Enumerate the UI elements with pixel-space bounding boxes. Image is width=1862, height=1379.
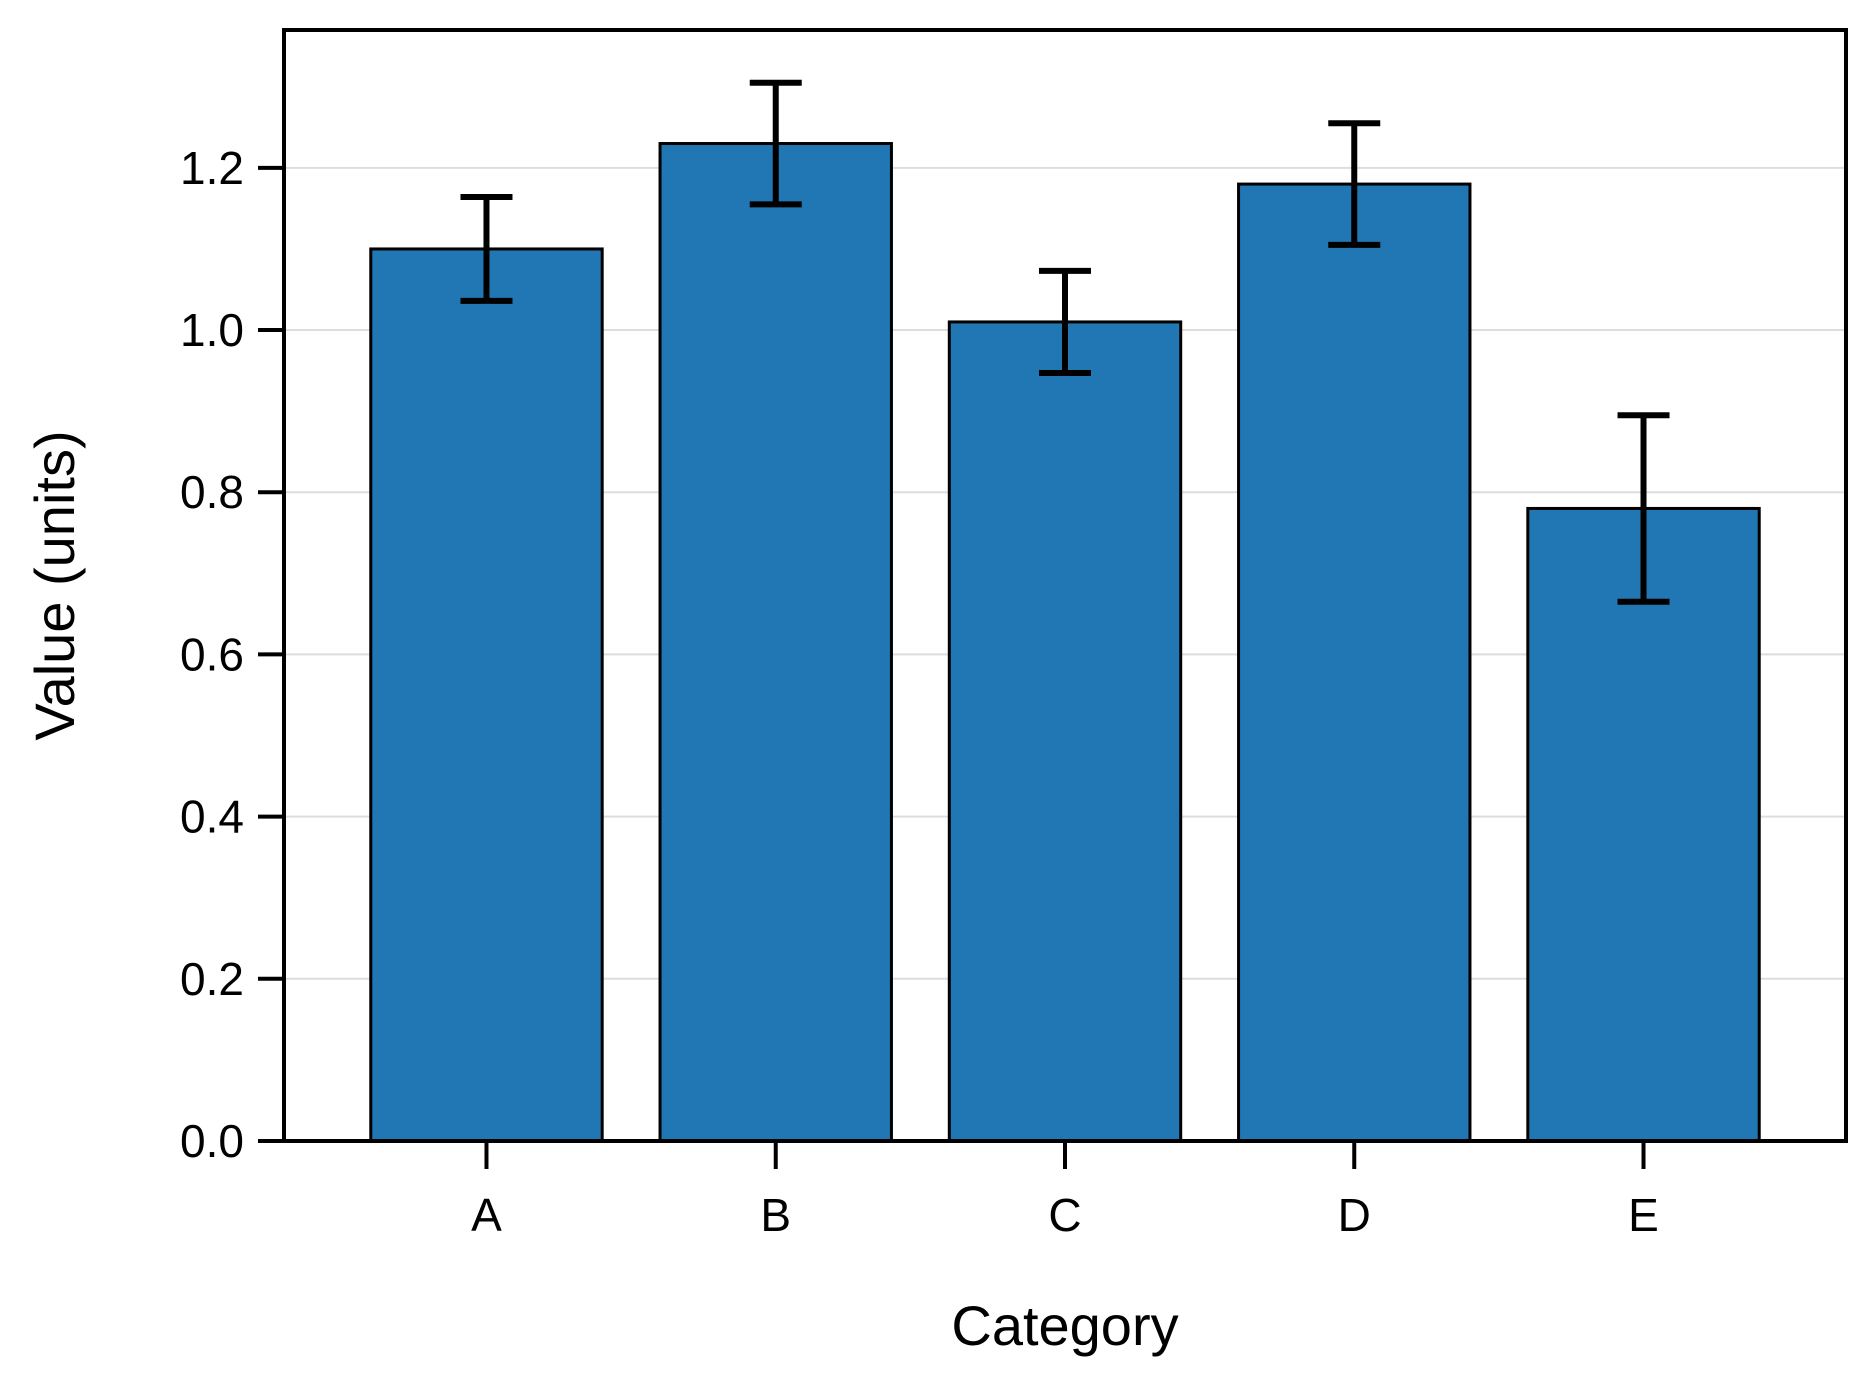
x-tick-label: B [760, 1189, 791, 1241]
x-tick-label: A [471, 1189, 502, 1241]
bar-C [947, 320, 1183, 1143]
x-tick-label: E [1628, 1189, 1659, 1241]
y-axis-ticks: 0.0 0.2 0.4 0.6 0.8 1.0 1.2 [180, 142, 284, 1167]
bar-B [658, 142, 893, 1143]
y-tick-label: 0.8 [180, 466, 244, 518]
y-tick-label: 0.4 [180, 791, 244, 843]
x-tick-label: D [1338, 1189, 1371, 1241]
error-bars [460, 79, 1670, 605]
bar-D [1237, 182, 1472, 1143]
bars [369, 142, 1761, 1143]
bar-A [369, 247, 604, 1143]
x-tick-label: C [1048, 1189, 1081, 1241]
y-tick-label: 1.0 [180, 304, 244, 356]
y-tick-label: 0.0 [180, 1115, 244, 1167]
y-tick-label: 0.2 [180, 953, 244, 1005]
y-tick-label: 1.2 [180, 142, 244, 194]
y-tick-label: 0.6 [180, 628, 244, 680]
y-axis-label: Value (units) [23, 430, 86, 740]
x-axis-ticks: A B C D E [471, 1141, 1659, 1241]
x-axis-label: Category [951, 1294, 1178, 1357]
